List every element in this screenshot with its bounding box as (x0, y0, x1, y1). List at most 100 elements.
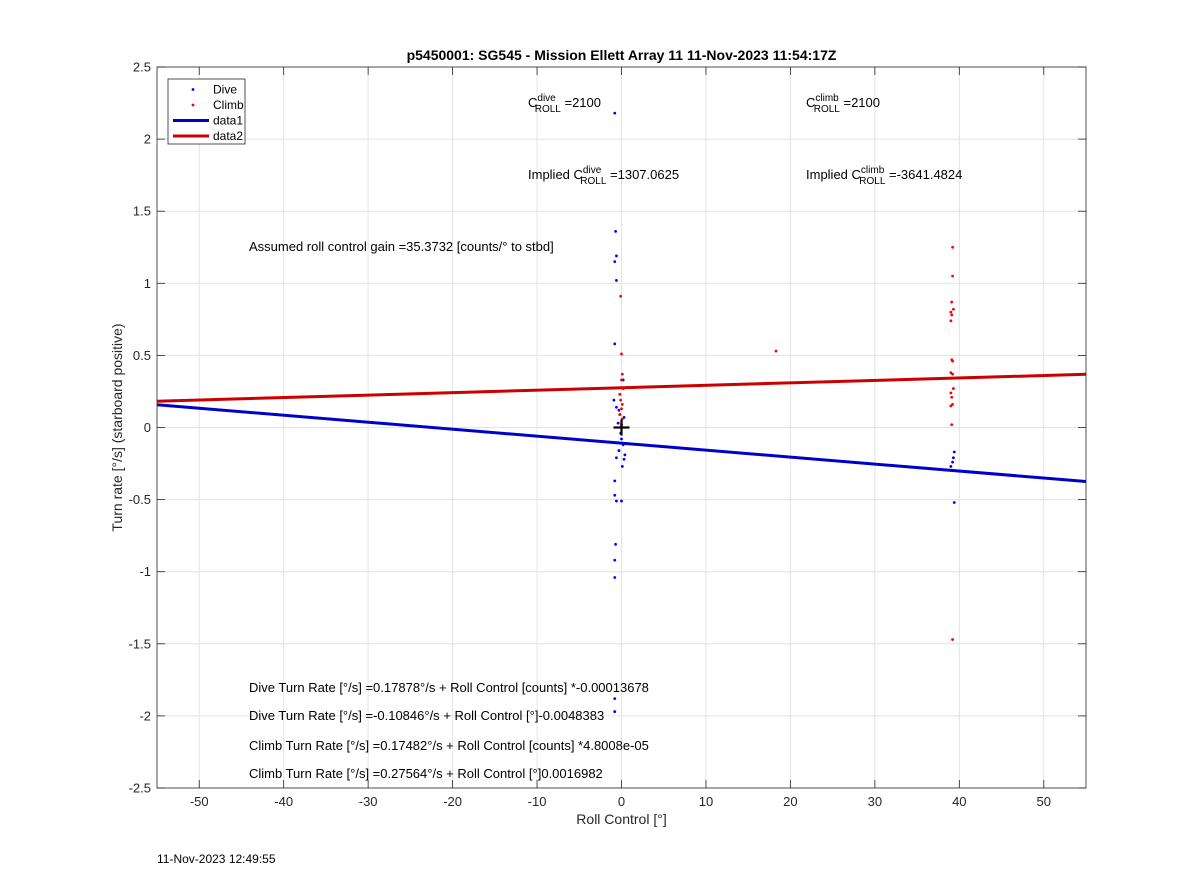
point-dive (613, 342, 617, 346)
x-tick-label: -40 (274, 794, 293, 809)
x-tick-label: -20 (443, 794, 462, 809)
legend-box (167, 78, 246, 145)
point-dive (612, 398, 616, 402)
point-dive (952, 456, 955, 460)
x-tick-label: 0 (618, 794, 625, 809)
point-climb (949, 391, 953, 395)
x-tick-label: 10 (699, 794, 713, 809)
y-tick-label: 2 (144, 132, 151, 147)
y-tick-label: -0.5 (129, 492, 151, 507)
point-dive (616, 421, 620, 425)
point-climb (949, 404, 953, 408)
point-dive (613, 558, 617, 562)
point-climb (951, 274, 954, 278)
point-climb (774, 349, 778, 353)
x-tick-label: 20 (783, 794, 797, 809)
y-tick-label: -1 (139, 564, 151, 579)
legend-marker-climb (191, 103, 195, 107)
point-climb (950, 313, 954, 317)
point-dive (620, 465, 624, 468)
point-dive (613, 697, 617, 700)
point-dive (620, 437, 623, 441)
annotation-c-roll-dive: Cdive ROLL =2100 (528, 93, 601, 115)
y-tick-label: -2.5 (129, 781, 151, 796)
point-dive (613, 111, 617, 115)
x-tick-label: -10 (528, 794, 547, 809)
point-climb (618, 392, 622, 396)
point-climb (618, 413, 622, 416)
point-climb (620, 372, 624, 376)
point-dive (613, 576, 617, 579)
footer-timestamp: 11-Nov-2023 12:49:55 (157, 852, 276, 866)
point-climb (950, 395, 954, 399)
point-dive (615, 405, 618, 409)
annotation-implied-dive: Implied Cdive ROLL =1307.0625 (528, 165, 679, 187)
point-dive (952, 501, 956, 504)
point-climb (952, 387, 955, 390)
point-climb (949, 319, 953, 323)
x-tick-label: 40 (952, 794, 966, 809)
point-dive (615, 279, 618, 282)
point-dive (951, 460, 954, 464)
point-climb (951, 359, 954, 363)
point-climb (620, 378, 623, 382)
annotation-dive-eq-counts: Dive Turn Rate [°/s] =0.17878°/s + Roll … (249, 680, 649, 695)
point-climb (621, 387, 625, 390)
y-tick-label: -2 (139, 708, 151, 723)
point-climb (620, 352, 623, 356)
chart-title: p5450001: SG545 - Mission Ellett Array 1… (407, 47, 837, 63)
point-dive (613, 493, 617, 497)
x-tick-label: 30 (868, 794, 882, 809)
point-dive (615, 499, 618, 503)
legend-marker-dive (191, 88, 195, 91)
point-dive (614, 542, 617, 546)
regression-lines (156, 372, 1087, 484)
point-dive (621, 443, 625, 447)
point-dive (615, 456, 618, 460)
point-climb (951, 245, 954, 249)
y-tick-label: 1 (144, 276, 151, 291)
x-tick-label: 50 (1037, 794, 1051, 809)
legend-label-data2: data2 (213, 129, 243, 143)
annotation-gain: Assumed roll control gain =35.3732 [coun… (249, 239, 554, 254)
legend-label-climb: Climb (213, 98, 244, 112)
point-climb (950, 300, 954, 304)
y-tick-label: 0.5 (133, 348, 151, 363)
y-tick-label: 2.5 (133, 60, 151, 75)
point-climb (619, 398, 623, 402)
point-climb (952, 307, 955, 311)
annotation-c-roll-climb: Cclimb ROLL =2100 (806, 93, 880, 115)
point-dive (613, 260, 617, 264)
point-dive (617, 408, 621, 412)
point-dive (613, 710, 617, 713)
y-tick-label: -1.5 (129, 636, 151, 651)
point-dive (623, 453, 627, 457)
y-axis-label: Turn rate [°/s] (starboard positive) (109, 323, 125, 531)
point-dive (617, 449, 621, 452)
ticks: -50 -40 -30 -20 -10 0 10 20 30 40 50-2.5-2-1.5-1-0… (129, 60, 1086, 809)
legend-label-dive: Dive (213, 83, 237, 97)
annotation-dive-eq-deg: Dive Turn Rate [°/s] =-0.10846°/s + Roll… (249, 708, 604, 723)
x-tick-label: -30 (359, 794, 378, 809)
point-climb (951, 638, 954, 641)
y-tick-label: 0 (144, 420, 151, 435)
x-axis-label: Roll Control [°] (576, 811, 666, 827)
point-dive (949, 465, 953, 468)
origin-marker (613, 419, 630, 436)
annotation-climb-eq-counts: Climb Turn Rate [°/s] =0.17482°/s + Roll… (249, 738, 649, 753)
point-climb (620, 403, 624, 406)
legend-label-data1: data1 (213, 114, 243, 128)
point-dive (613, 479, 617, 483)
point-climb (950, 423, 954, 427)
point-dive (952, 450, 956, 454)
point-climb (619, 294, 623, 298)
series-line-data2 (156, 372, 1087, 403)
x-tick-label: -50 (190, 794, 209, 809)
point-climb (620, 407, 623, 411)
legend: Dive Climb data1 data2 (167, 78, 246, 145)
point-climb (951, 372, 954, 376)
point-dive (614, 229, 617, 233)
series-line-data1 (156, 403, 1087, 484)
annotation-climb-eq-deg: Climb Turn Rate [°/s] =0.27564°/s + Roll… (249, 766, 603, 781)
